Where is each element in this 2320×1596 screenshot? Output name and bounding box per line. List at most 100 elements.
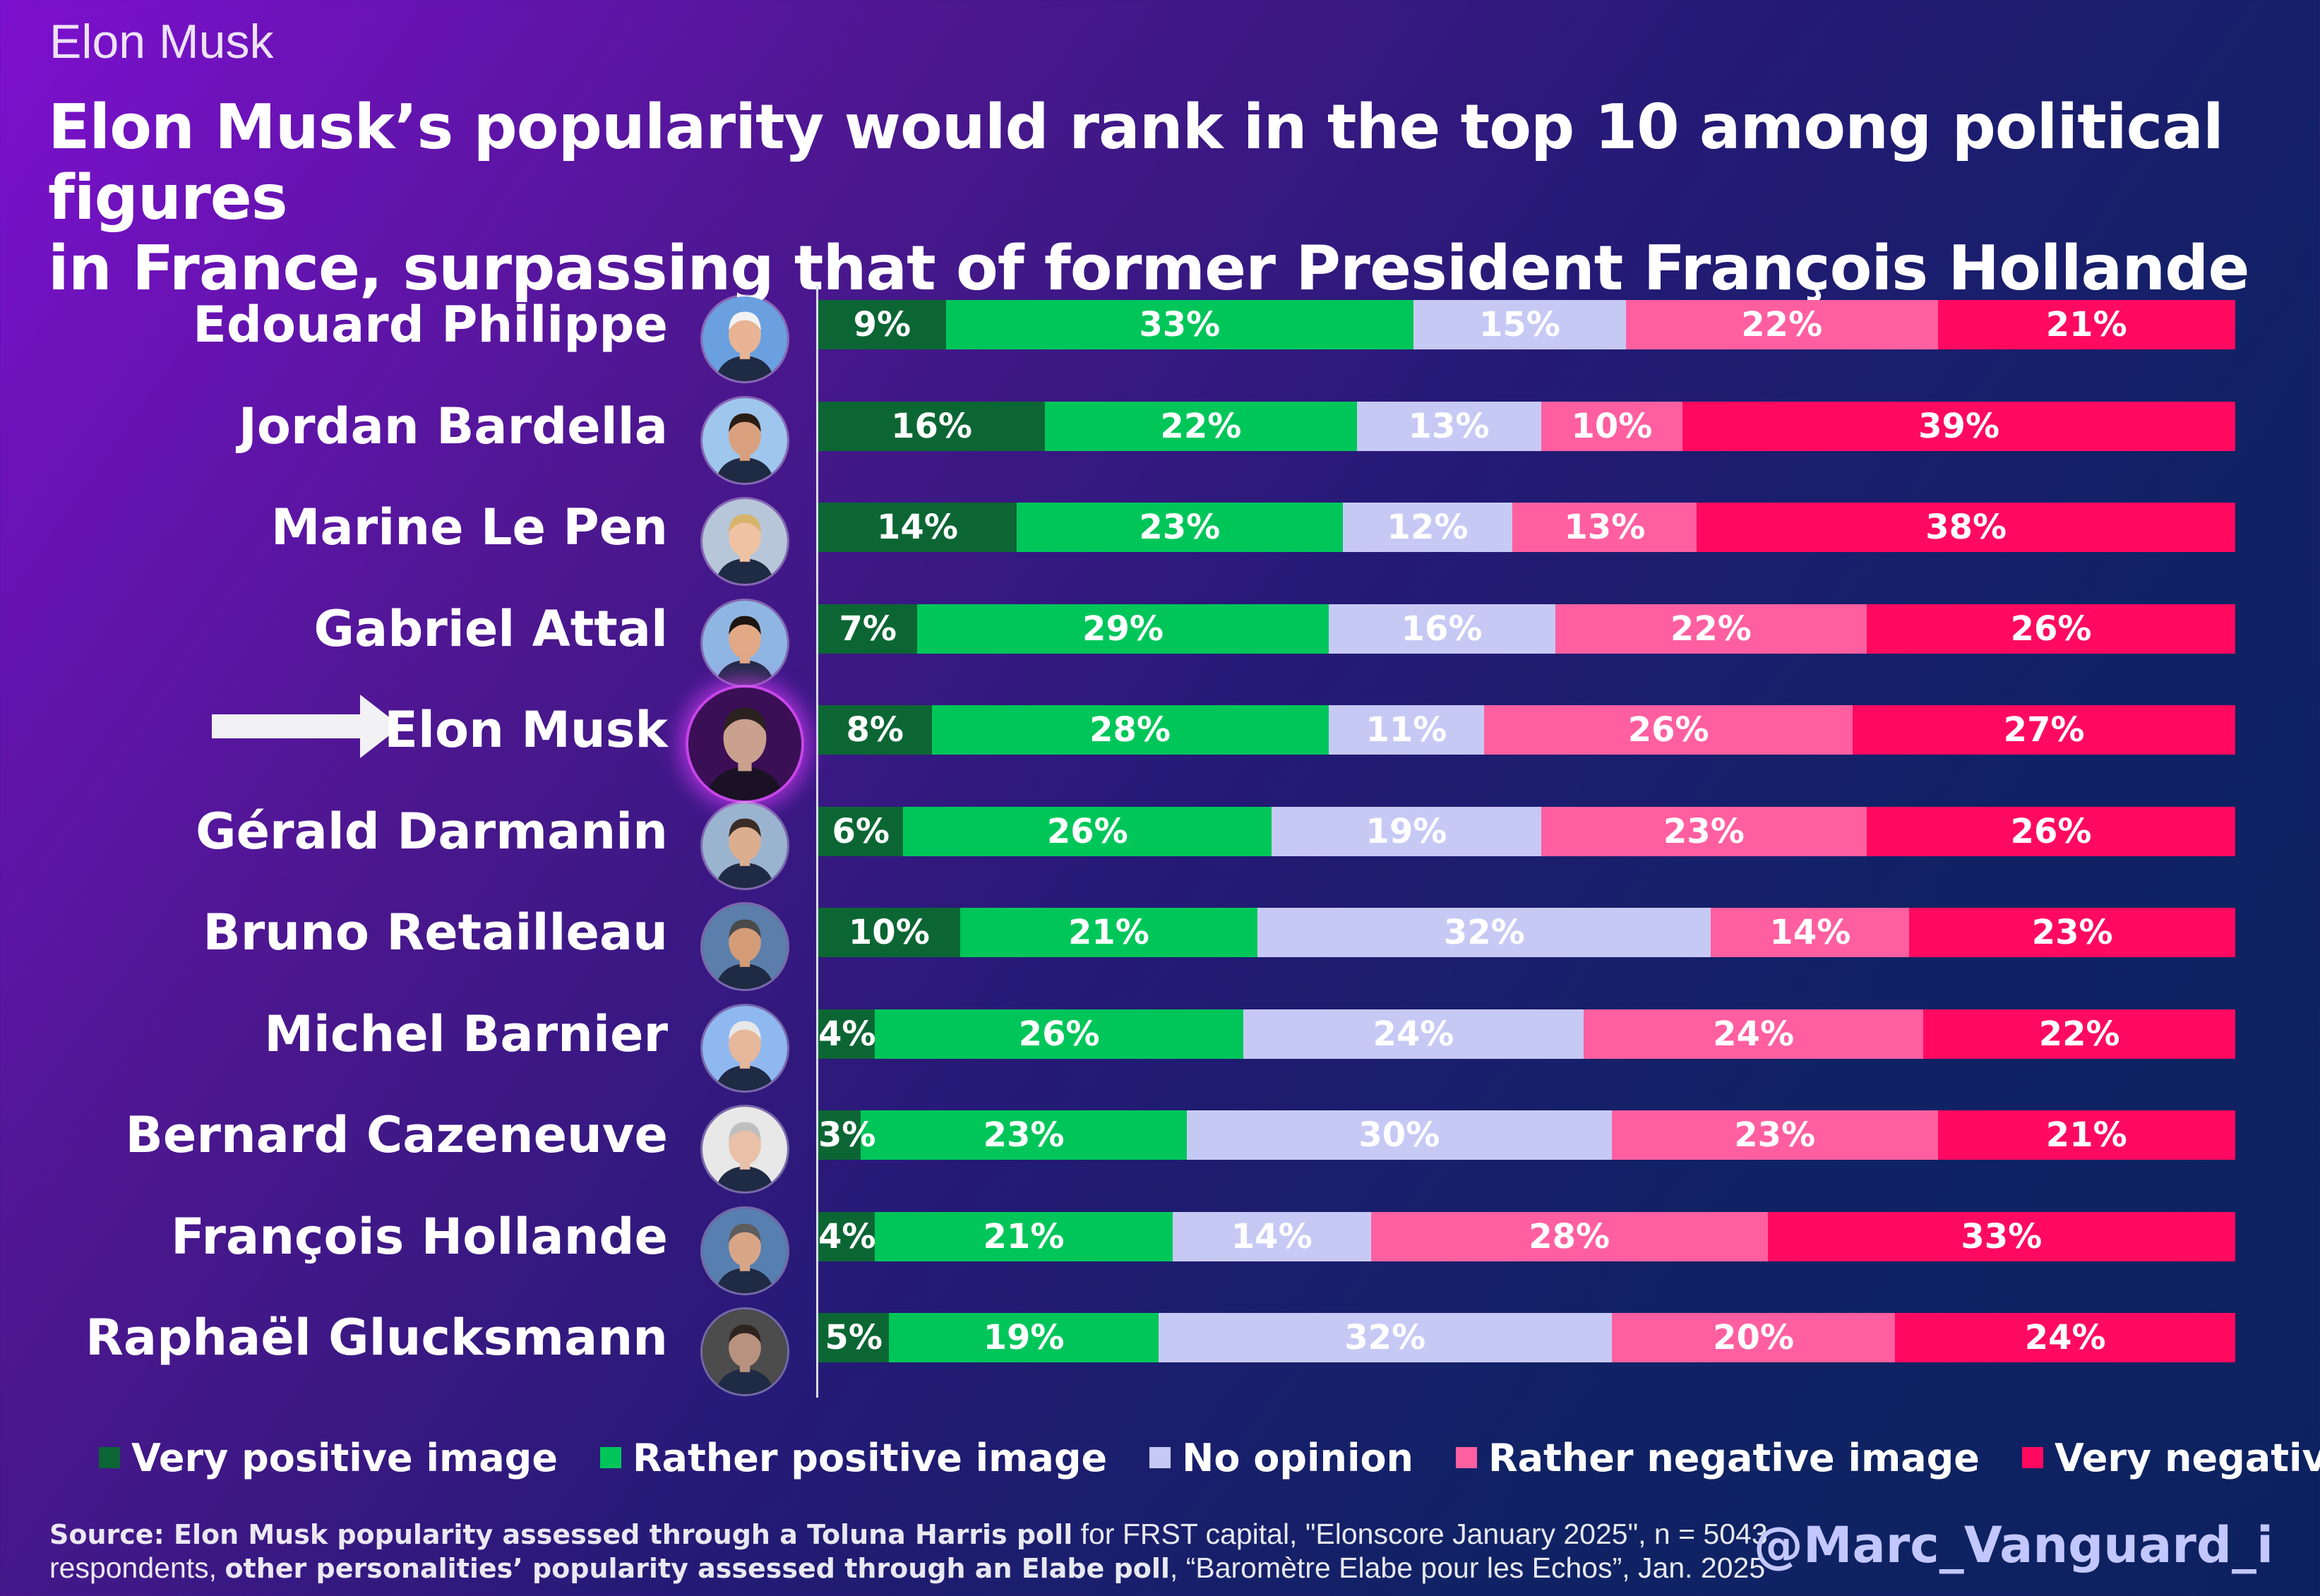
data-label: 6% <box>832 811 890 851</box>
bar-segment: 22% <box>1625 300 1938 349</box>
bar-segment: 23% <box>1909 908 2235 957</box>
stacked-bar: 14% 23% 12% 13% 38% <box>818 503 2235 552</box>
bar-segment: 21% <box>875 1211 1173 1261</box>
legend-item: No opinion <box>1149 1436 1413 1480</box>
legend-item: Rather positive image <box>599 1435 1108 1480</box>
chart-headline: Elon Musk’s popularity would rank in the… <box>48 92 2272 304</box>
bar-segment: 21% <box>1937 1110 2235 1160</box>
data-label: 10% <box>848 913 930 952</box>
portrait-avatar <box>702 296 787 381</box>
bar-segment: 5% <box>818 1313 890 1362</box>
bar-segment: 10% <box>1541 401 1683 451</box>
chart-row: Gérald Darmanin 6% 26% 19% 23% 26% <box>0 793 2320 888</box>
bar-segment: 19% <box>889 1313 1159 1362</box>
stacked-bar: 4% 26% 24% 24% 22% <box>818 1009 2235 1059</box>
source-bold-1: Source: Elon Musk popularity assessed th… <box>49 1519 1073 1550</box>
bar-segment: 26% <box>1867 806 2235 856</box>
chart-row: Bernard Cazeneuve 3% 23% 30% 23% 21% <box>0 1096 2320 1192</box>
data-label: 32% <box>1344 1318 1426 1357</box>
portrait-avatar <box>702 1208 787 1293</box>
portrait-avatar <box>702 803 787 888</box>
bar-segment: 19% <box>1272 806 1541 856</box>
source-bold-2: other personalities’ popularity assessed… <box>225 1553 1170 1584</box>
category-label: Michel Barnier <box>264 1004 668 1063</box>
legend-label: Rather positive image <box>632 1435 1108 1480</box>
data-label: 16% <box>891 406 972 446</box>
bar-segment: 21% <box>1937 300 2235 349</box>
data-label: 24% <box>1373 1014 1454 1054</box>
data-label: 23% <box>1139 508 1221 547</box>
bar-segment: 22% <box>1045 401 1357 451</box>
category-label: Elon Musk <box>384 701 668 759</box>
bar-segment: 20% <box>1611 1313 1896 1362</box>
chart-row: Elon Musk 8% 28% 11% 26% 27% <box>0 688 2320 800</box>
data-label: 24% <box>2024 1318 2106 1357</box>
data-label: 7% <box>839 608 897 649</box>
data-label: 11% <box>1365 710 1447 750</box>
highlight-arrow-icon <box>212 695 402 758</box>
data-label: 14% <box>1769 913 1851 952</box>
chart-row: Raphaël Glucksmann 5% 19% 32% 20% 24% <box>0 1299 2320 1394</box>
data-label: 19% <box>983 1318 1065 1357</box>
source-text-1: for FRST capital, "Elonscore January 202… <box>49 1518 1768 1584</box>
data-label: 4% <box>818 1014 876 1054</box>
legend-label: Very negative image <box>2054 1435 2320 1480</box>
bar-segment: 10% <box>818 908 960 957</box>
source-text-2: , “Baromètre Elabe pour les Echos”, Jan.… <box>1169 1552 1766 1584</box>
headline-line-1: Elon Musk’s popularity would rank in the… <box>48 91 2224 234</box>
bar-segment: 33% <box>945 300 1413 349</box>
bar-segment: 28% <box>931 705 1329 755</box>
legend-item: Rather negative image <box>1456 1436 1980 1480</box>
data-label: 5% <box>825 1318 883 1357</box>
data-label: 22% <box>1160 406 1242 446</box>
data-label: 30% <box>1358 1115 1440 1155</box>
data-label: 10% <box>1571 406 1653 446</box>
data-label: 27% <box>2003 710 2085 750</box>
data-label: 23% <box>2031 913 2113 952</box>
author-handle: @Marc_Vanguard_i <box>1753 1516 2273 1574</box>
stacked-bar: 5% 19% 32% 20% 24% <box>818 1313 2235 1362</box>
chart-row: Bruno Retailleau 10% 21% 32% 14% 23% <box>0 894 2320 989</box>
chart-row: Michel Barnier 4% 26% 24% 24% 22% <box>0 995 2320 1091</box>
data-label: 21% <box>1068 913 1149 952</box>
stacked-bar: 10% 21% 32% 14% 23% <box>818 908 2235 957</box>
data-label: 33% <box>1961 1216 2043 1256</box>
legend-swatch <box>99 1447 120 1468</box>
category-label: Gérald Darmanin <box>196 802 668 860</box>
data-label: 21% <box>983 1216 1065 1256</box>
data-label: 19% <box>1365 811 1447 851</box>
kicker-label: Elon Musk <box>49 15 274 68</box>
data-label: 26% <box>1627 710 1709 750</box>
bar-segment: 26% <box>1867 604 2235 654</box>
bar-segment: 12% <box>1342 503 1513 552</box>
legend-item: Very negative image <box>2021 1435 2320 1480</box>
bar-segment: 22% <box>1555 604 1867 654</box>
bar-segment: 13% <box>1356 401 1541 451</box>
stacked-bar: 6% 26% 19% 23% 26% <box>818 806 2235 856</box>
category-label: Gabriel Attal <box>313 599 668 658</box>
data-label: 26% <box>1046 811 1128 851</box>
axis-baseline <box>816 286 818 1398</box>
data-label: 22% <box>2038 1014 2120 1054</box>
legend-item: Very positive image <box>99 1436 558 1480</box>
category-label: Jordan Bardella <box>238 397 668 455</box>
data-label: 14% <box>1231 1216 1313 1256</box>
bar-segment: 16% <box>1328 604 1555 654</box>
data-label: 38% <box>1925 508 2007 547</box>
bar-segment: 28% <box>1370 1211 1768 1261</box>
bar-segment: 23% <box>861 1110 1187 1160</box>
portrait-avatar <box>702 1005 787 1091</box>
portrait-avatar <box>702 499 787 584</box>
stacked-bar: 3% 23% 30% 23% 21% <box>818 1110 2235 1160</box>
data-label: 21% <box>2045 1115 2127 1155</box>
bar-segment: 32% <box>1257 908 1711 957</box>
data-label: 26% <box>2010 608 2092 649</box>
bar-segment: 26% <box>1484 705 1853 755</box>
data-label: 13% <box>1408 406 1490 446</box>
stacked-bar: 4% 21% 14% 28% 33% <box>818 1211 2235 1261</box>
category-label: Marine Le Pen <box>270 498 668 556</box>
bar-segment: 32% <box>1158 1313 1612 1362</box>
data-label: 32% <box>1443 913 1525 952</box>
bar-segment: 16% <box>818 401 1046 451</box>
bar-segment: 23% <box>1611 1110 1938 1160</box>
